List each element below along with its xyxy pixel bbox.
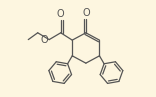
Text: O: O [82,8,90,18]
Text: O: O [56,9,64,19]
Text: O: O [41,35,48,45]
